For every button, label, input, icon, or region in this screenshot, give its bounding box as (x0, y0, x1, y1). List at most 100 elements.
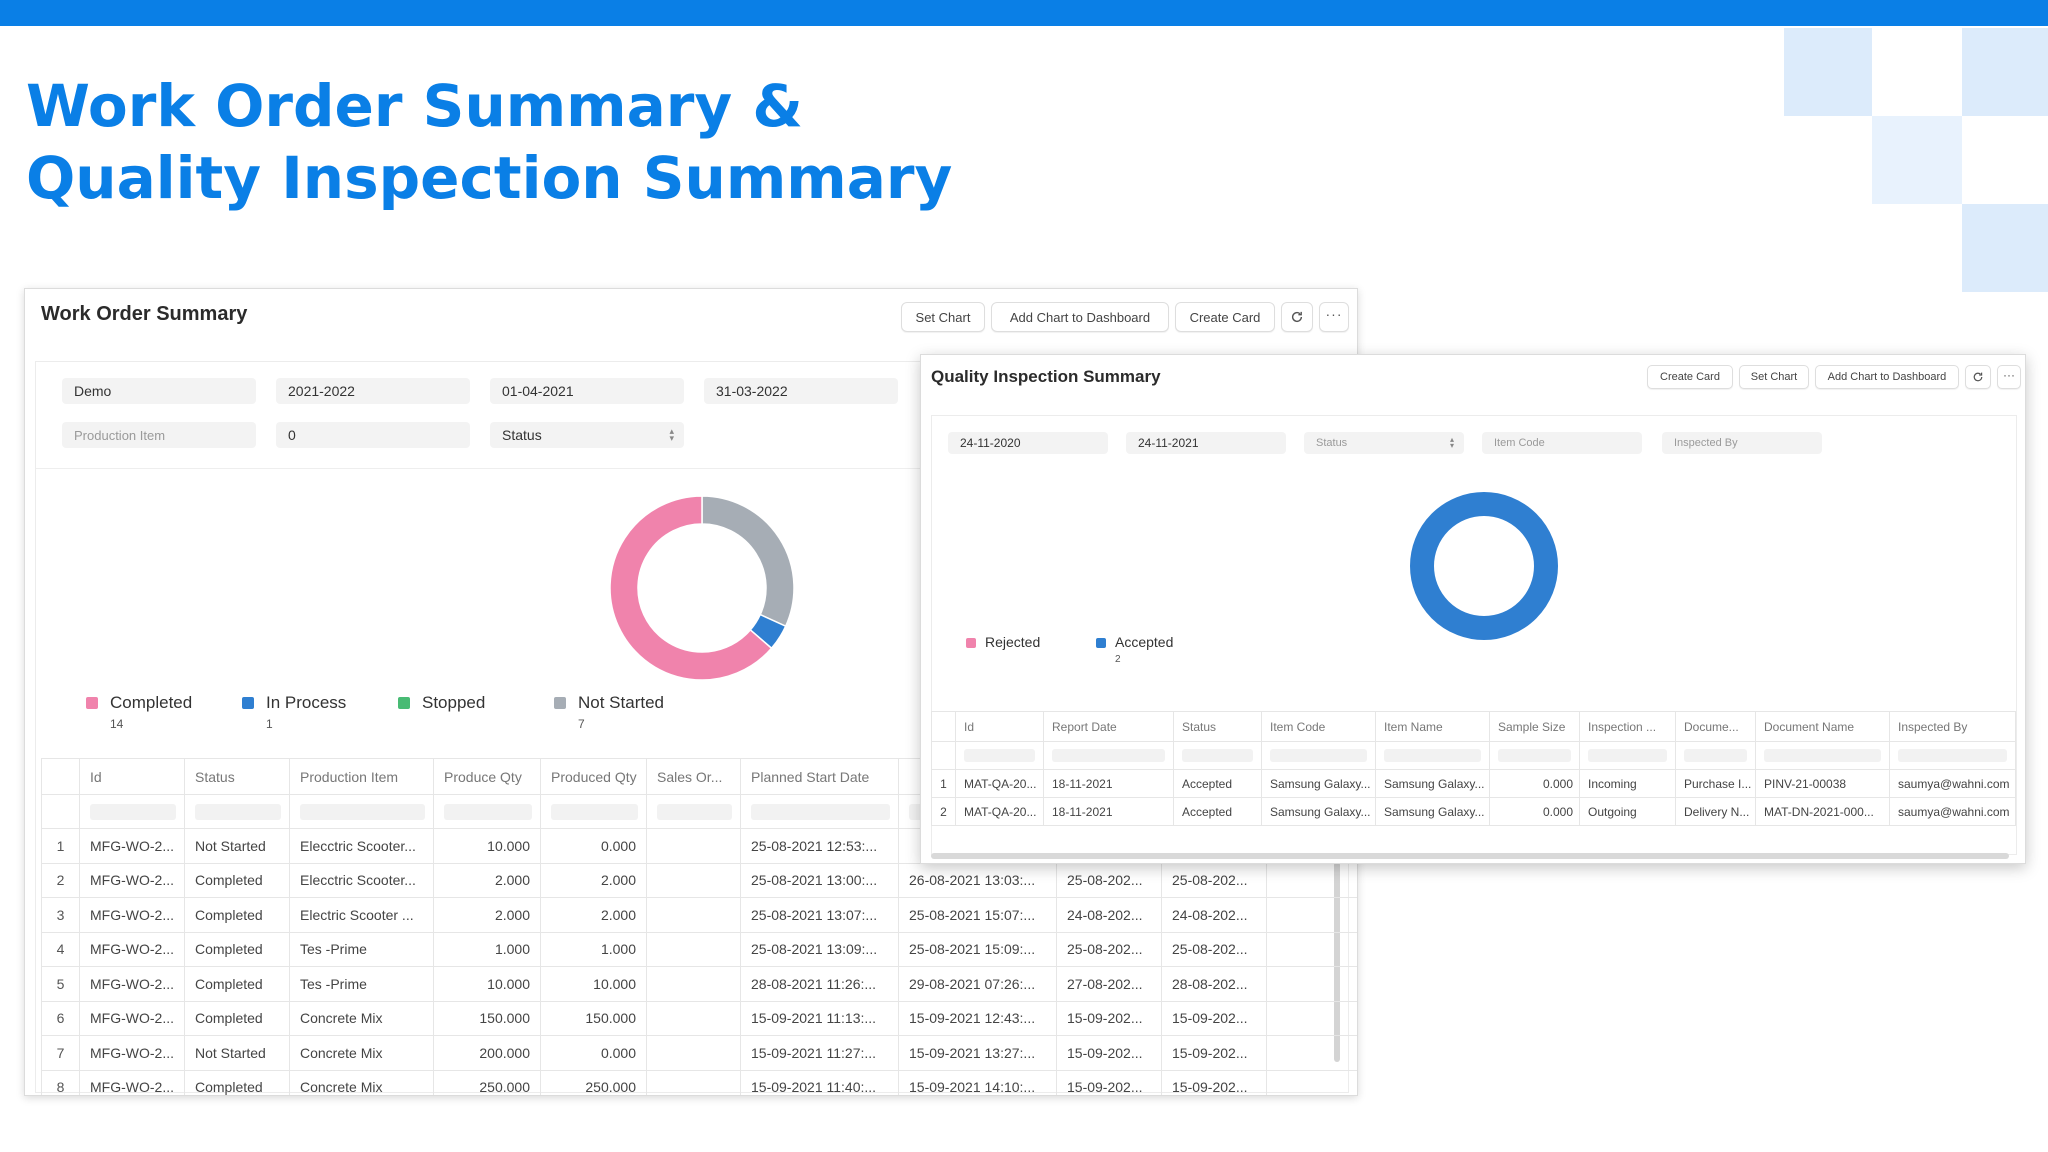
filter-cell[interactable] (646, 794, 741, 829)
column-header[interactable]: Production Item (289, 758, 434, 795)
table-cell[interactable]: Completed (184, 931, 290, 967)
table-cell[interactable]: 29-08-2021 07:26:... (898, 966, 1057, 1002)
table-cell[interactable]: MAT-QA-20... (955, 797, 1044, 826)
table-cell[interactable]: 2.000 (540, 862, 647, 898)
refresh-button[interactable] (1965, 365, 1991, 389)
table-cell[interactable]: MAT-DN-2021-000... (1755, 797, 1890, 826)
create-card-button[interactable]: Create Card (1175, 302, 1275, 332)
filter-cell[interactable] (1043, 741, 1174, 770)
table-cell[interactable] (646, 1069, 741, 1095)
table-cell[interactable]: 15-09-2021 14:10:... (898, 1069, 1057, 1095)
table-cell[interactable]: Outgoing (1579, 797, 1676, 826)
table-row[interactable]: 7 MFG-WO-2... Not Started Concrete Mix 200.0… (41, 1035, 1357, 1071)
table-cell[interactable]: 25-08-2021 15:09:... (898, 931, 1057, 967)
status-select[interactable]: Status ▴ ▾ (1304, 432, 1464, 454)
table-cell[interactable]: 0.000 (1489, 797, 1580, 826)
table-cell[interactable]: MFG-WO-2... (79, 1069, 185, 1095)
column-header[interactable]: Sample Size (1489, 711, 1580, 742)
table-cell[interactable] (1266, 931, 1357, 967)
table-cell[interactable]: saumya@wahni.com (1889, 797, 2016, 826)
table-cell[interactable]: 15-09-2021 13:27:... (898, 1035, 1057, 1071)
filter-cell[interactable] (1675, 741, 1756, 770)
table-cell[interactable]: 25-08-2021 13:07:... (740, 897, 899, 933)
column-header[interactable]: Planned Start Date (740, 758, 899, 795)
column-header[interactable]: Item Name (1375, 711, 1490, 742)
column-header[interactable]: Produced Qty (540, 758, 647, 795)
table-cell[interactable]: 28-08-2021 11:26:... (740, 966, 899, 1002)
legend-item[interactable]: Stopped (398, 693, 485, 713)
status-select[interactable]: Status ▴ ▾ (490, 422, 684, 448)
column-header[interactable]: Docume... (1675, 711, 1756, 742)
legend-item[interactable]: In Process (242, 693, 346, 713)
table-cell[interactable] (1266, 897, 1357, 933)
item-code-filter[interactable]: Item Code (1482, 432, 1642, 454)
table-cell[interactable]: Completed (184, 862, 290, 898)
set-chart-button[interactable]: Set Chart (901, 302, 985, 332)
table-cell[interactable]: 15-09-202... (1161, 1069, 1267, 1095)
table-cell[interactable]: 15-09-2021 12:43:... (898, 1000, 1057, 1036)
table-cell[interactable]: Concrete Mix (289, 1069, 434, 1095)
column-header[interactable]: Item Code (1261, 711, 1376, 742)
table-cell[interactable]: MFG-WO-2... (79, 1000, 185, 1036)
table-cell[interactable]: Accepted (1173, 769, 1262, 798)
refresh-button[interactable] (1281, 302, 1313, 332)
table-cell[interactable]: 25-08-202... (1161, 931, 1267, 967)
table-cell[interactable] (646, 828, 741, 864)
table-cell[interactable]: 2.000 (433, 862, 541, 898)
table-row[interactable]: 2 MAT-QA-20... 18-11-2021 Accepted Samsung G… (931, 797, 2016, 826)
more-button[interactable]: ··· (1319, 302, 1349, 332)
legend-item[interactable]: Completed (86, 693, 192, 713)
table-cell[interactable]: MAT-QA-20... (955, 769, 1044, 798)
table-cell[interactable]: Completed (184, 966, 290, 1002)
table-cell[interactable] (1266, 1035, 1357, 1071)
table-cell[interactable]: Elecctric Scooter... (289, 862, 434, 898)
table-cell[interactable]: Samsung Galaxy... (1375, 769, 1490, 798)
column-header[interactable]: Status (184, 758, 290, 795)
table-cell[interactable]: 25-08-2021 12:53:... (740, 828, 899, 864)
column-header[interactable]: Id (79, 758, 185, 795)
from-date-filter[interactable]: 01-04-2021 (490, 378, 684, 404)
quality-donut-slice-accepted[interactable] (1410, 492, 1558, 640)
table-cell[interactable]: 25-08-2021 15:07:... (898, 897, 1057, 933)
table-cell[interactable] (646, 897, 741, 933)
table-cell[interactable]: Elecctric Scooter... (289, 828, 434, 864)
legend-item[interactable]: Not Started (554, 693, 664, 713)
table-cell[interactable]: 10.000 (433, 828, 541, 864)
table-cell[interactable]: 1.000 (433, 931, 541, 967)
table-cell[interactable] (646, 931, 741, 967)
table-cell[interactable]: 28-08-202... (1161, 966, 1267, 1002)
table-cell[interactable]: Electric Scooter ... (289, 897, 434, 933)
table-cell[interactable]: MFG-WO-2... (79, 966, 185, 1002)
table-cell[interactable]: 0.000 (1489, 769, 1580, 798)
table-cell[interactable]: 0.000 (540, 828, 647, 864)
column-header[interactable]: Document Name (1755, 711, 1890, 742)
table-cell[interactable]: 15-09-202... (1056, 1069, 1162, 1095)
table-cell[interactable]: 18-11-2021 (1043, 769, 1174, 798)
table-cell[interactable] (1266, 862, 1357, 898)
to-date-filter[interactable]: 31-03-2022 (704, 378, 898, 404)
table-cell[interactable]: Purchase I... (1675, 769, 1756, 798)
table-cell[interactable]: 25-08-2021 13:09:... (740, 931, 899, 967)
table-row[interactable]: 6 MFG-WO-2... Completed Concrete Mix 150.000… (41, 1000, 1357, 1036)
table-cell[interactable]: Delivery N... (1675, 797, 1756, 826)
table-cell[interactable]: Completed (184, 897, 290, 933)
qty-filter[interactable]: 0 (276, 422, 470, 448)
table-row[interactable]: 1 MAT-QA-20... 18-11-2021 Accepted Samsung G… (931, 769, 2016, 798)
column-header[interactable]: Sales Or... (646, 758, 741, 795)
table-cell[interactable]: Concrete Mix (289, 1035, 434, 1071)
table-row[interactable]: 8 MFG-WO-2... Completed Concrete Mix 250.000… (41, 1069, 1357, 1095)
table-cell[interactable]: 25-08-202... (1056, 931, 1162, 967)
table-cell[interactable]: 0.000 (540, 1035, 647, 1071)
create-card-button[interactable]: Create Card (1647, 365, 1733, 389)
to-date-filter[interactable]: 24-11-2021 (1126, 432, 1286, 454)
table-cell[interactable] (646, 966, 741, 1002)
table-row[interactable]: 5 MFG-WO-2... Completed Tes -Prime 10.000 10.… (41, 966, 1357, 1002)
table-cell[interactable]: 27-08-202... (1056, 966, 1162, 1002)
table-cell[interactable]: Samsung Galaxy... (1261, 797, 1376, 826)
table-cell[interactable]: 200.000 (433, 1035, 541, 1071)
filter-cell[interactable] (540, 794, 647, 829)
filter-cell[interactable] (1755, 741, 1890, 770)
fiscal-year-filter[interactable]: 2021-2022 (276, 378, 470, 404)
table-cell[interactable]: 26-08-2021 13:03:... (898, 862, 1057, 898)
table-cell[interactable] (1266, 1069, 1357, 1095)
